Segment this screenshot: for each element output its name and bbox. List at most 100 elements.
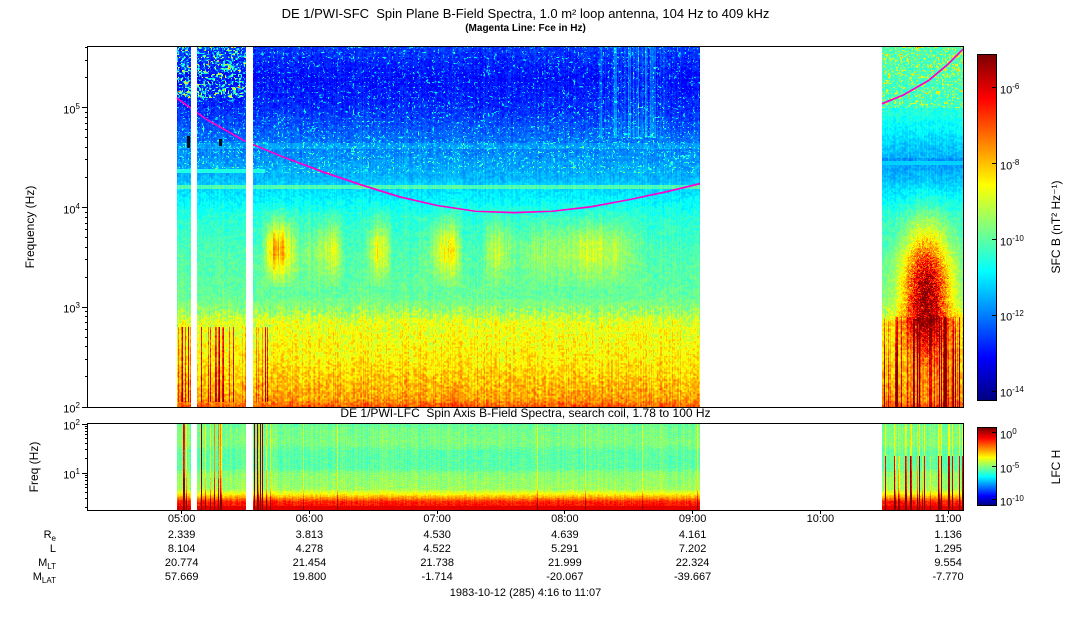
x-tick [564, 510, 566, 514]
x-tick-label: 09:00 [678, 513, 707, 525]
y-minor-tick [85, 122, 88, 124]
lfc-panel-title: DE 1/PWI-LFC Spin Axis B-Field Spectra, … [340, 406, 711, 420]
y-minor-tick [85, 177, 88, 179]
sfc-spectrogram-canvas [88, 47, 963, 407]
y-minor-tick [85, 425, 88, 427]
sfc-ylabel-text: Frequency (Hz) [23, 185, 37, 269]
y-minor-tick [85, 328, 88, 330]
ephemeris-value: 2.339 [167, 529, 196, 541]
ephemeris-value: 4.639 [551, 529, 579, 541]
y-minor-tick [85, 111, 88, 113]
lfc-colorbar-label-text: LFC H [1049, 449, 1063, 485]
colorbar-tick [992, 239, 996, 241]
y-minor-tick [85, 492, 88, 494]
y-minor-tick [85, 457, 88, 459]
y-minor-tick [85, 336, 88, 338]
y-major-tick [82, 423, 88, 425]
ephemeris-value: 57.669 [164, 571, 199, 583]
y-tick-label: 105 [63, 101, 80, 117]
y-major-tick [82, 406, 88, 408]
y-minor-tick [85, 246, 88, 248]
y-minor-tick [85, 129, 88, 131]
ephemeris-value: 19.800 [292, 571, 327, 583]
colorbar-tick-label: 10-10 [1000, 493, 1024, 509]
ephemeris-value: 5.291 [551, 543, 579, 555]
x-tick-label: 11:00 [934, 513, 962, 525]
colorbar-tick-label: 10-6 [1000, 81, 1020, 97]
lfc-colorbar [978, 428, 996, 505]
x-tick-label: 05:00 [167, 513, 196, 525]
figure-subtitle: (Magenta Line: Fce in Hz) [465, 23, 586, 34]
ephemeris-value: -1.714 [421, 571, 453, 583]
y-minor-tick [85, 431, 88, 433]
ephemeris-row-label: MLT [38, 557, 56, 572]
y-minor-tick [85, 137, 88, 139]
ephemeris-value: -20.067 [546, 571, 584, 583]
y-tick-label: 103 [63, 301, 80, 316]
y-minor-tick [85, 259, 88, 261]
sfc-colorbar-label: SFC B (nT² Hz⁻¹) [1046, 127, 1066, 327]
y-major-tick [82, 207, 88, 209]
colorbar-tick-label: 100 [1000, 426, 1017, 442]
ephemeris-value: 4.161 [678, 529, 707, 541]
y-minor-tick [85, 311, 88, 313]
y-minor-tick [85, 222, 88, 224]
colorbar-tick-label: 10-14 [1000, 385, 1024, 401]
ephemeris-value: 21.999 [548, 557, 582, 569]
y-minor-tick [85, 358, 88, 360]
ephemeris-value: 20.774 [164, 557, 199, 569]
ephemeris-value: 9.554 [934, 557, 962, 569]
x-tick [308, 510, 310, 514]
x-tick [692, 510, 694, 514]
y-minor-tick [85, 477, 88, 479]
lfc-colorbar-label: LFC H [1046, 367, 1066, 567]
y-minor-tick [85, 498, 88, 500]
colorbar-tick-label: 10-12 [1000, 309, 1024, 325]
y-minor-tick [85, 480, 88, 482]
y-minor-tick [85, 434, 88, 436]
colorbar-tick [992, 87, 996, 89]
y-major-tick [82, 306, 88, 308]
ephemeris-value: 21.454 [292, 557, 327, 569]
colorbar-tick [992, 466, 996, 467]
y-minor-tick [85, 216, 88, 218]
ephemeris-value: -39.667 [673, 571, 712, 583]
y-minor-tick [85, 116, 88, 118]
y-minor-tick [85, 211, 88, 213]
ephemeris-value: 22.324 [675, 557, 710, 569]
y-minor-tick [85, 438, 88, 440]
ephemeris-row-label: L [49, 543, 56, 555]
ephemeris-value: 1.295 [934, 543, 962, 555]
y-minor-tick [85, 229, 88, 231]
sfc-ylabel: Frequency (Hz) [20, 127, 40, 327]
colorbar-tick [992, 390, 996, 392]
ephemeris-value: 4.522 [423, 543, 451, 555]
y-minor-tick [85, 474, 88, 476]
y-minor-tick [85, 506, 88, 508]
colorbar-tick [992, 499, 996, 501]
x-tick-label: 10:00 [806, 513, 835, 525]
y-minor-tick [85, 77, 88, 79]
y-minor-tick [85, 322, 88, 324]
figure-caption: 1983-10-12 (285) 4:16 to 11:07 [449, 587, 602, 599]
colorbar-tick [992, 432, 996, 434]
y-minor-tick [85, 316, 88, 318]
y-tick-label: 102 [63, 401, 80, 416]
y-major-tick [82, 472, 88, 474]
colorbar-tick-label: 10-5 [1000, 460, 1020, 476]
colorbar-tick [992, 163, 996, 165]
colorbar-tick-label: 10-10 [1000, 233, 1024, 249]
y-minor-tick [85, 59, 88, 61]
ephemeris-value: 21.738 [420, 557, 454, 569]
x-tick [181, 510, 183, 514]
y-minor-tick [85, 159, 88, 161]
ephemeris-row-label: Re [43, 529, 56, 544]
figure-title: DE 1/PWI-SFC Spin Plane B-Field Spectra,… [281, 6, 770, 21]
y-minor-tick [85, 483, 88, 485]
ephemeris-value: -7.770 [932, 571, 964, 583]
y-minor-tick [85, 487, 88, 489]
ephemeris-value: 8.104 [167, 543, 196, 555]
y-minor-tick [85, 237, 88, 239]
ephemeris-value: 4.530 [423, 529, 451, 541]
